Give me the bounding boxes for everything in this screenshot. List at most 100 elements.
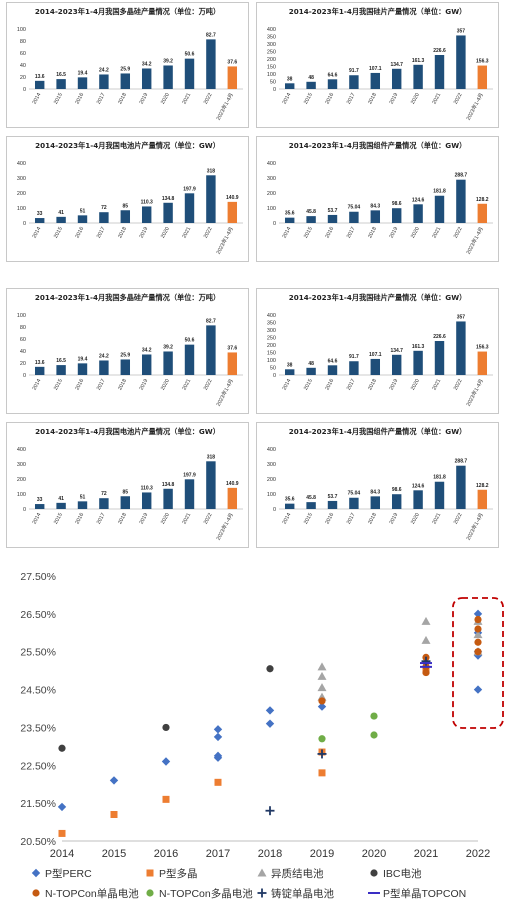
x-tick-label: 2014 [282, 226, 293, 239]
data-point [474, 648, 482, 656]
x-tick-label: 2015 [53, 226, 64, 239]
bar [477, 351, 488, 375]
legend-label: 铸锭单晶电池 [271, 887, 334, 900]
legend-marker [257, 868, 267, 877]
bar [206, 175, 216, 223]
x-tick-label: 2016 [74, 92, 85, 105]
bar [206, 39, 216, 89]
bar [56, 79, 66, 89]
bar [206, 461, 216, 509]
bar [349, 497, 359, 509]
data-label: 24.2 [99, 353, 109, 359]
y-tick-label: 21.50% [20, 798, 56, 810]
bar-chart-svg: 2014-2023年1-4月我国多晶硅产量情况（单位：万吨） 0 20 40 60 80 1… [17, 293, 243, 407]
data-point [58, 829, 66, 837]
data-point [318, 735, 326, 743]
bar [434, 481, 445, 509]
data-label: 161.3 [412, 58, 425, 64]
legend-label: P型单晶TOPCON [383, 887, 466, 900]
bar [77, 77, 88, 89]
x-tick-label: 2023年1-4月 [464, 511, 485, 541]
x-tick-label: 2020 [410, 378, 421, 391]
x-tick-label: 2018 [367, 378, 378, 391]
series-hjt [317, 616, 483, 701]
data-point [161, 757, 171, 766]
bar [456, 179, 466, 223]
x-tick-label: 2019 [389, 378, 400, 391]
y-tick-label: 22.50% [20, 760, 56, 772]
bar [434, 341, 445, 375]
bar [184, 344, 195, 375]
x-tick-label: 2021 [431, 92, 442, 105]
bar-chart-svg: 2014-2023年1-4月我国电池片产量情况（单位：GW） 0 100 200 300… [17, 427, 243, 541]
x-tick-label: 2019 [389, 92, 400, 105]
y-tick-label: 400 [267, 161, 276, 167]
y-tick-label: 40 [20, 349, 26, 355]
data-label: 98.6 [392, 487, 402, 493]
x-tick-label: 2019 [139, 92, 150, 105]
x-tick-label: 2016 [74, 378, 85, 391]
bar [99, 360, 109, 375]
legend-item: N-TOPCon单晶电池 [32, 887, 139, 900]
legend-marker [257, 888, 267, 898]
x-tick-label: 2015 [53, 92, 64, 105]
legend-label: P型多晶 [159, 867, 198, 880]
x-tick-label: 2015 [303, 378, 314, 391]
x-tick-label: 2021 [431, 512, 442, 525]
bar [120, 359, 131, 375]
bar [227, 66, 238, 89]
y-tick-label: 200 [267, 477, 276, 483]
data-label: 25.9 [120, 66, 130, 72]
bar [434, 195, 445, 223]
bar [391, 354, 402, 375]
bar [120, 210, 131, 223]
y-tick-label: 0 [273, 87, 276, 93]
y-tick-label: 20.50% [20, 836, 56, 848]
x-tick-label: 2014 [50, 848, 74, 860]
data-label: 33 [37, 497, 43, 503]
legend-item: P型单晶TOPCON [368, 887, 466, 900]
data-label: 156.3 [476, 345, 489, 351]
series-perc [57, 609, 483, 812]
data-label: 51 [80, 208, 86, 214]
y-tick-label: 200 [267, 343, 276, 349]
data-label: 45.8 [306, 209, 316, 215]
wafer-output-chart-2: 2014-2023年1-4月我国硅片产量情况（单位：GW） 0 50 100 150 20… [256, 288, 499, 414]
x-tick-label: 2016 [74, 512, 85, 525]
series-ntop_multi [318, 712, 378, 743]
data-label: 134.8 [162, 482, 175, 488]
data-point [110, 811, 118, 818]
data-point [213, 725, 223, 734]
data-label: 107.1 [369, 66, 382, 72]
bar [413, 64, 423, 89]
data-label: 16.5 [56, 358, 66, 364]
x-tick-label: 2016 [324, 378, 335, 391]
module-output-chart-1: 2014-2023年1-4月我国组件产量情况（单位：GW） 0 100 200 300 4… [256, 136, 499, 262]
data-label: 25.9 [120, 352, 130, 358]
data-point [318, 769, 326, 777]
data-point [213, 751, 223, 761]
bar [349, 211, 359, 223]
y-tick-label: 100 [17, 492, 26, 498]
y-tick-label: 100 [17, 206, 26, 212]
bar [163, 202, 173, 223]
x-tick-label: 2015 [303, 92, 314, 105]
y-tick-label: 300 [17, 462, 26, 468]
data-point [474, 625, 482, 633]
legend-item: N-TOPCon多晶电池 [146, 887, 253, 900]
y-tick-label: 150 [267, 351, 276, 357]
bar-chart-svg: 2014-2023年1-4月我国组件产量情况（单位：GW） 0 100 200 300 4… [267, 427, 493, 541]
data-label: 140.9 [226, 481, 239, 487]
legend-marker [32, 889, 40, 897]
chart-title: 2014-2023年1-4月我国组件产量情况（单位：GW） [289, 427, 467, 436]
y-tick-label: 50 [270, 80, 276, 86]
y-tick-label: 0 [273, 373, 276, 379]
data-label: 357 [457, 314, 466, 320]
bar [456, 465, 466, 509]
data-label: 37.6 [227, 59, 237, 65]
x-tick-label: 2018 [117, 512, 128, 525]
bar [34, 218, 45, 223]
x-tick-label: 2022 [203, 512, 214, 525]
x-tick-label: 2015 [102, 848, 126, 860]
